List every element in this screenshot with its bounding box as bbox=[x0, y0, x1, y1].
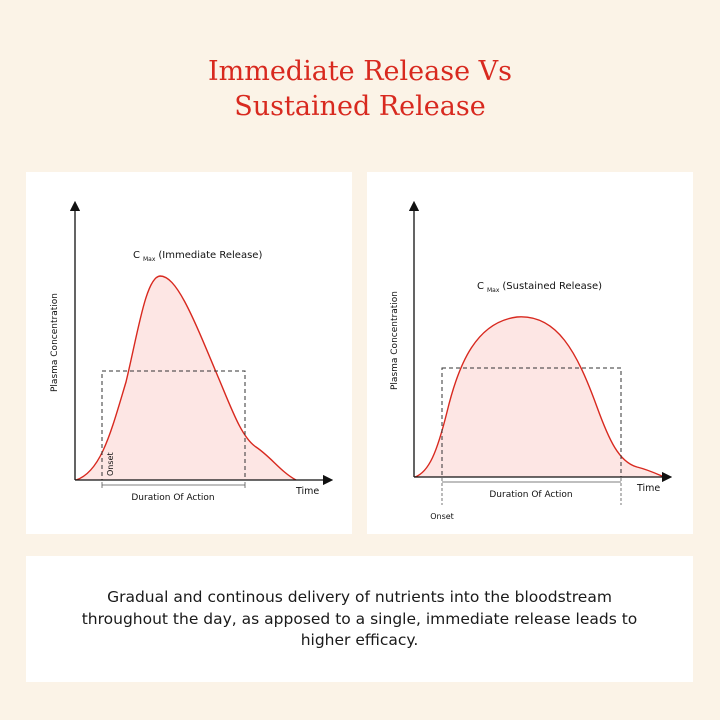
immediate-release-graph: Plasma Concentration Time C Max (Immediate… bbox=[50, 200, 334, 503]
title-line-2: Sustained Release bbox=[234, 91, 486, 122]
area-under-curve bbox=[76, 276, 296, 480]
duration-label: Duration Of Action bbox=[489, 490, 572, 500]
concentration-curve bbox=[75, 275, 297, 481]
duration-box bbox=[441, 367, 622, 478]
area-under-curve bbox=[415, 316, 664, 477]
x-axis-label: Time bbox=[295, 486, 319, 497]
onset-label: Onset bbox=[106, 452, 115, 476]
cmax-label: C Max (Sustained Release) bbox=[477, 281, 602, 294]
onset-label: Onset bbox=[430, 512, 454, 521]
concentration-curve bbox=[414, 316, 665, 478]
y-axis-label: Plasma Concentration bbox=[50, 293, 60, 392]
x-axis-label: Time bbox=[636, 483, 660, 494]
y-axis-label: Plasma Concentration bbox=[390, 291, 400, 390]
page-title: Immediate Release Vs Sustained Release bbox=[0, 54, 720, 124]
sustained-release-diagram: Plasma Concentration Time C Max (Sustained… bbox=[367, 172, 693, 534]
immediate-release-diagram: Plasma Concentration Time C Max (Immediate… bbox=[26, 172, 352, 534]
duration-label: Duration Of Action bbox=[131, 493, 214, 503]
caption-card: Gradual and continous delivery of nutrie… bbox=[26, 556, 693, 682]
title-line-1: Immediate Release Vs bbox=[207, 56, 513, 87]
cmax-label: C Max (Immediate Release) bbox=[133, 250, 262, 263]
caption-text: Gradual and continous delivery of nutrie… bbox=[81, 588, 638, 649]
sustained-release-graph: Plasma Concentration Time C Max (Sustained… bbox=[390, 200, 673, 521]
